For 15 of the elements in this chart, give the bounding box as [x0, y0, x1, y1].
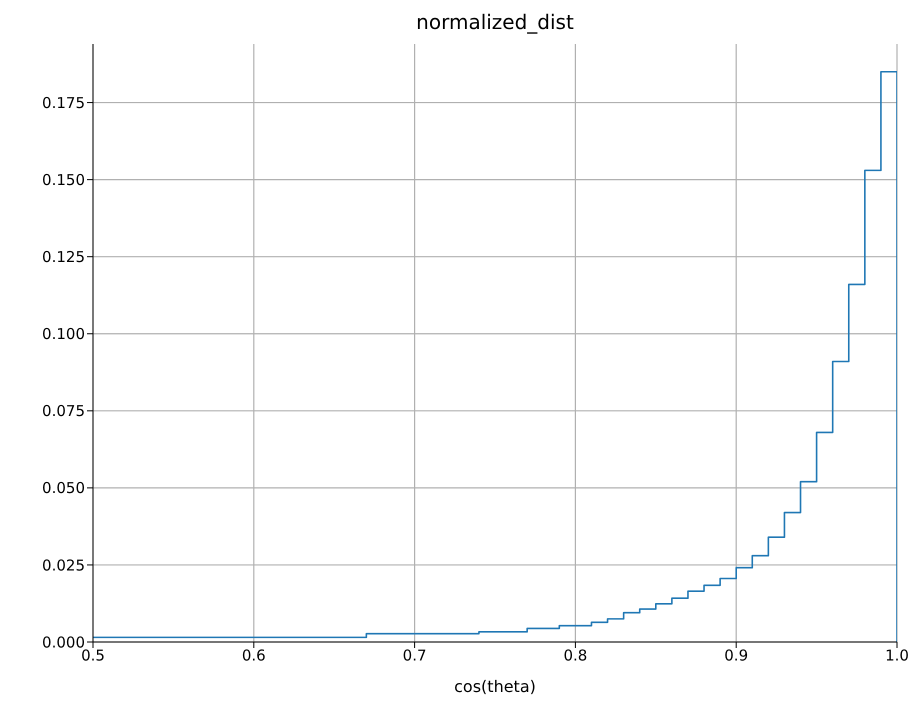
x-tick-label: 0.5: [81, 646, 105, 665]
y-tick-label: 0.100: [42, 325, 85, 344]
y-tick-label: 0.050: [42, 479, 85, 498]
x-tick-label: 0.7: [402, 646, 427, 665]
y-tick-label: 0.025: [42, 556, 85, 574]
chart-title: normalized_dist: [415, 10, 575, 34]
y-tick-label: 0.175: [42, 94, 85, 112]
x-tick-label: 0.9: [724, 646, 748, 665]
y-tick-label: 0.075: [42, 402, 85, 420]
x-tick-label: 0.8: [563, 646, 588, 665]
x-tick-label: 1.0: [885, 646, 909, 665]
x-tick-label: 0.6: [242, 646, 266, 665]
y-tick-label: 0.125: [42, 248, 85, 266]
y-tick-label: 0.150: [42, 170, 85, 189]
x-axis-title: cos(theta): [454, 677, 536, 696]
